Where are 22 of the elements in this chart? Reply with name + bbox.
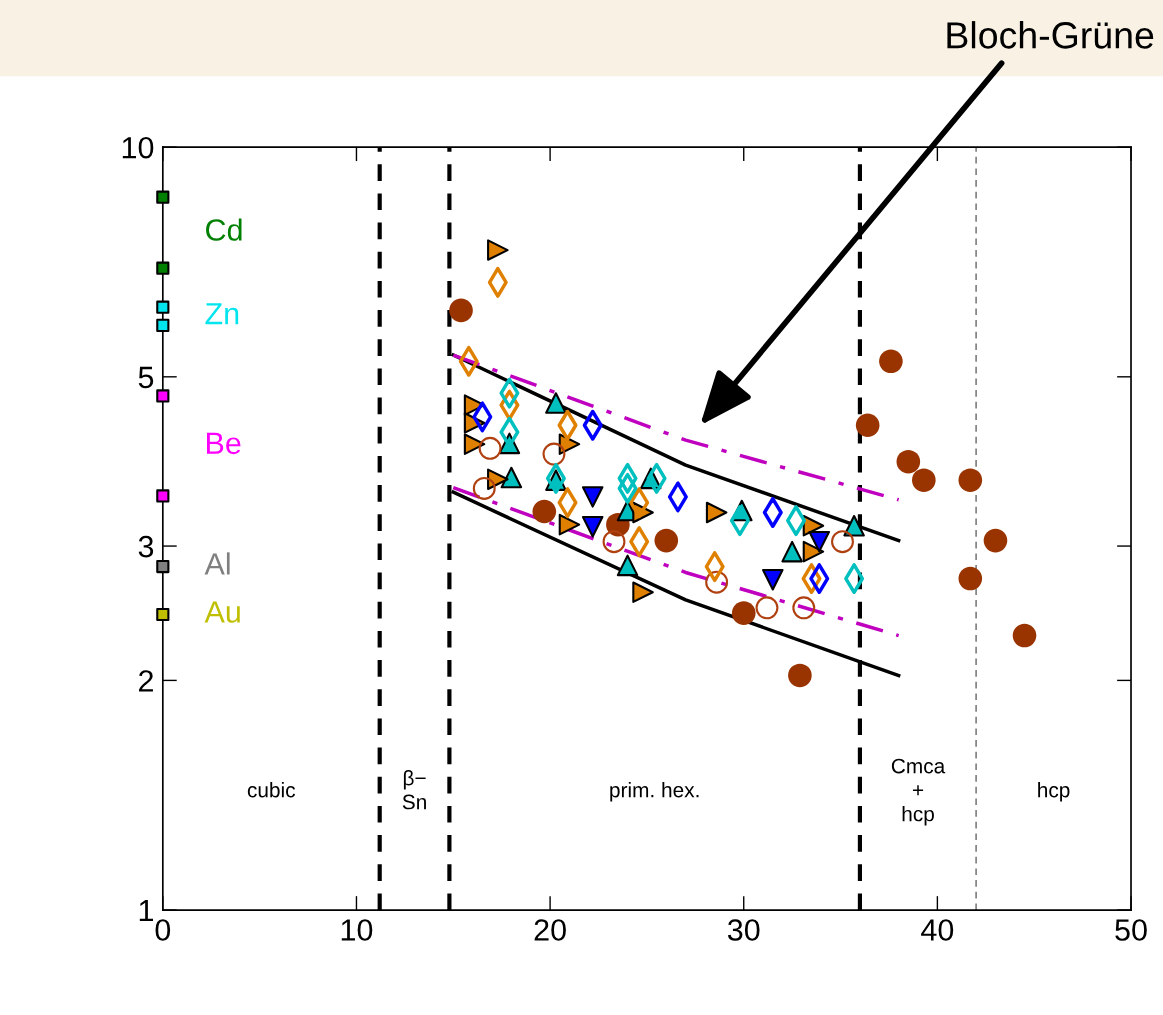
x-tick-label: 30 (727, 919, 760, 941)
series-label: Be (206, 432, 241, 455)
series-label: Zn (205, 303, 239, 325)
x-tick-label: 20 (534, 919, 566, 941)
series-label: Al (204, 552, 230, 575)
annotation: β− Sn (402, 770, 426, 810)
annotation: cubic (247, 782, 296, 798)
x-tick-label: 50 (1115, 919, 1147, 941)
annotation: prim. hex. (610, 782, 699, 802)
x-tick-label: 0 (155, 919, 171, 941)
x-tick-label: 40 (921, 919, 954, 941)
y-tick-label: 1 (139, 900, 153, 922)
series-label: Au (204, 601, 240, 623)
y-tick-label: 2 (139, 670, 153, 692)
x-tick-label: 10 (341, 919, 373, 941)
text: Bloch-Grüne (947, 21, 1154, 49)
series-label: Cd (206, 218, 242, 241)
y-tick-label: 3 (138, 535, 154, 558)
y-tick-label: 5 (138, 366, 154, 389)
annotation: Cmca + hcp (891, 758, 946, 826)
y-tick-label: 10 (122, 136, 154, 159)
annotation: hcp (1038, 782, 1070, 802)
